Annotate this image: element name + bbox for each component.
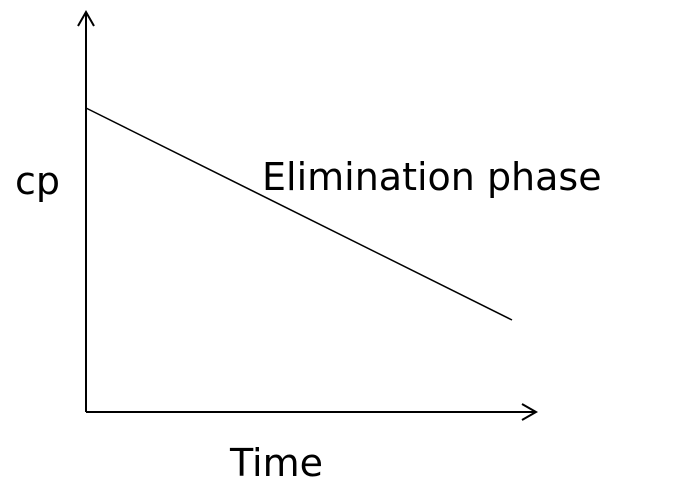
y-axis-label: cp (15, 159, 60, 203)
y-axis-arrow (77, 9, 95, 27)
line-label: Elimination phase (262, 155, 602, 199)
x-axis-arrow (521, 403, 539, 421)
elimination-line (85, 107, 513, 321)
x-axis-label: Time (229, 441, 323, 484)
